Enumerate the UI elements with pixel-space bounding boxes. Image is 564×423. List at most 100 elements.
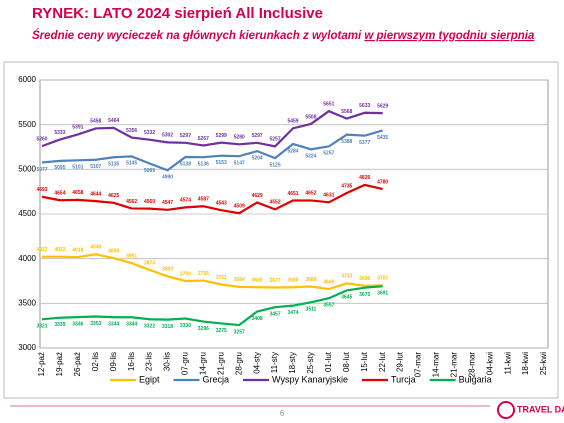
x-tick-label: 14-mar [432,352,441,378]
x-tick-label: 18-sty [288,352,297,374]
y-tick-label: 4000 [18,254,36,263]
x-tick-label: 23-lis [145,352,154,371]
legend-label: Turcja [391,374,416,384]
data-label: 3322 [144,324,155,330]
data-label: 3951 [126,253,137,259]
x-tick-label: 08-lut [342,351,351,372]
x-tick-label: 26-paź [73,352,82,376]
series-line [42,253,383,291]
data-label: 4547 [162,200,173,206]
data-label: 3346 [72,321,83,327]
data-label: 5135 [108,162,119,168]
x-tick-label: 21-gru [216,352,225,375]
data-label: 3296 [198,326,209,332]
data-label: 3645 [341,295,352,301]
x-tick-label: 25-kwi [539,352,548,375]
data-label: 5332 [144,130,155,136]
data-label: 3750 [180,271,191,277]
data-label: 5267 [198,136,209,142]
data-label: 5633 [359,103,370,109]
data-label: 5101 [72,165,83,171]
data-label: 5077 [36,167,47,173]
data-label: 3257 [234,329,245,335]
data-label: 5257 [270,137,281,143]
data-label: 3344 [108,322,119,328]
data-label: 3688 [305,277,316,283]
x-tick-label: 25-sty [306,352,315,374]
data-label: 3696 [359,276,370,282]
y-tick-label: 5500 [18,120,36,129]
logo: TRAVEL DATA [517,404,564,414]
data-label: 4654 [54,191,65,197]
x-tick-label: 16-lis [127,352,136,371]
data-label: 5153 [216,160,227,166]
data-label: 4651 [287,191,298,197]
subtitle: Średnie ceny wycieczek na głównych kieru… [32,29,535,42]
data-label: 5260 [36,136,47,142]
x-tick-label: 21-mar [449,352,458,378]
data-label: 5297 [252,133,263,139]
data-label: 4022 [36,247,47,253]
x-tick-label: 09-lis [109,352,118,371]
data-label: 5377 [359,140,370,146]
data-label: 4629 [252,193,263,199]
series-line [41,129,383,172]
x-tick-label: 28-gru [234,352,243,375]
x-tick-label: 11-sty [270,352,279,373]
subtitle-underlined: w pierwszym tygodniu sierpnia [364,30,535,42]
data-label: 3457 [270,312,281,318]
data-label: 3677 [270,278,281,284]
x-tick-label: 04-kwi [485,352,494,375]
legend-label: Egipt [139,374,160,384]
data-label: 5138 [180,161,191,167]
data-label: 4780 [377,179,388,185]
x-tick-label: 28-mar [467,352,476,378]
data-label: 3803 [162,267,173,273]
data-label: 3318 [162,324,173,330]
subtitle-text: Średnie ceny wycieczek na głównych kieru… [32,29,362,42]
data-label: 3755 [198,271,209,277]
data-label: 5280 [234,135,245,141]
x-tick-label: 02-lis [91,352,100,371]
data-label: 3344 [126,322,137,328]
data-label: 4562 [126,199,137,205]
data-label: 4631 [323,193,334,199]
data-label: 3874 [144,260,155,266]
data-label: 5388 [341,139,352,145]
data-label: 5458 [90,119,101,125]
data-label: 4658 [72,190,83,196]
data-label: 5095 [54,165,65,171]
data-label: 5508 [305,114,316,120]
data-label: 3711 [216,275,227,281]
data-label: 4990 [162,175,173,181]
x-tick-label: 12-paź [37,352,46,376]
data-label: 4826 [359,175,370,181]
data-label: 3339 [54,322,65,328]
data-label: 5257 [323,151,334,157]
data-label: 4735 [341,183,352,189]
y-tick-label: 6000 [18,75,36,84]
data-label: 4049 [90,245,101,251]
page-number: 6 [280,409,285,418]
data-label: 3701 [377,276,388,282]
data-label: 5145 [126,161,137,167]
series-line [41,285,383,327]
data-label: 4644 [90,191,101,197]
data-label: 4543 [216,200,227,206]
data-label: 4022 [54,247,65,253]
x-tick-label: 14-gru [198,352,207,375]
data-label: 3680 [252,278,263,284]
data-label: 4509 [234,204,245,210]
x-tick-label: 04-sty [252,352,261,374]
data-label: 4652 [305,191,316,197]
data-label: 3408 [252,316,263,322]
x-tick-label: 22-lut [378,351,387,372]
data-label: 3684 [234,277,245,283]
data-label: 4574 [180,198,191,204]
data-label: 3680 [287,278,298,284]
chart-frame [3,61,559,399]
data-label: 5107 [90,164,101,170]
y-tick-label: 3000 [18,343,36,352]
data-label: 3474 [287,310,298,316]
